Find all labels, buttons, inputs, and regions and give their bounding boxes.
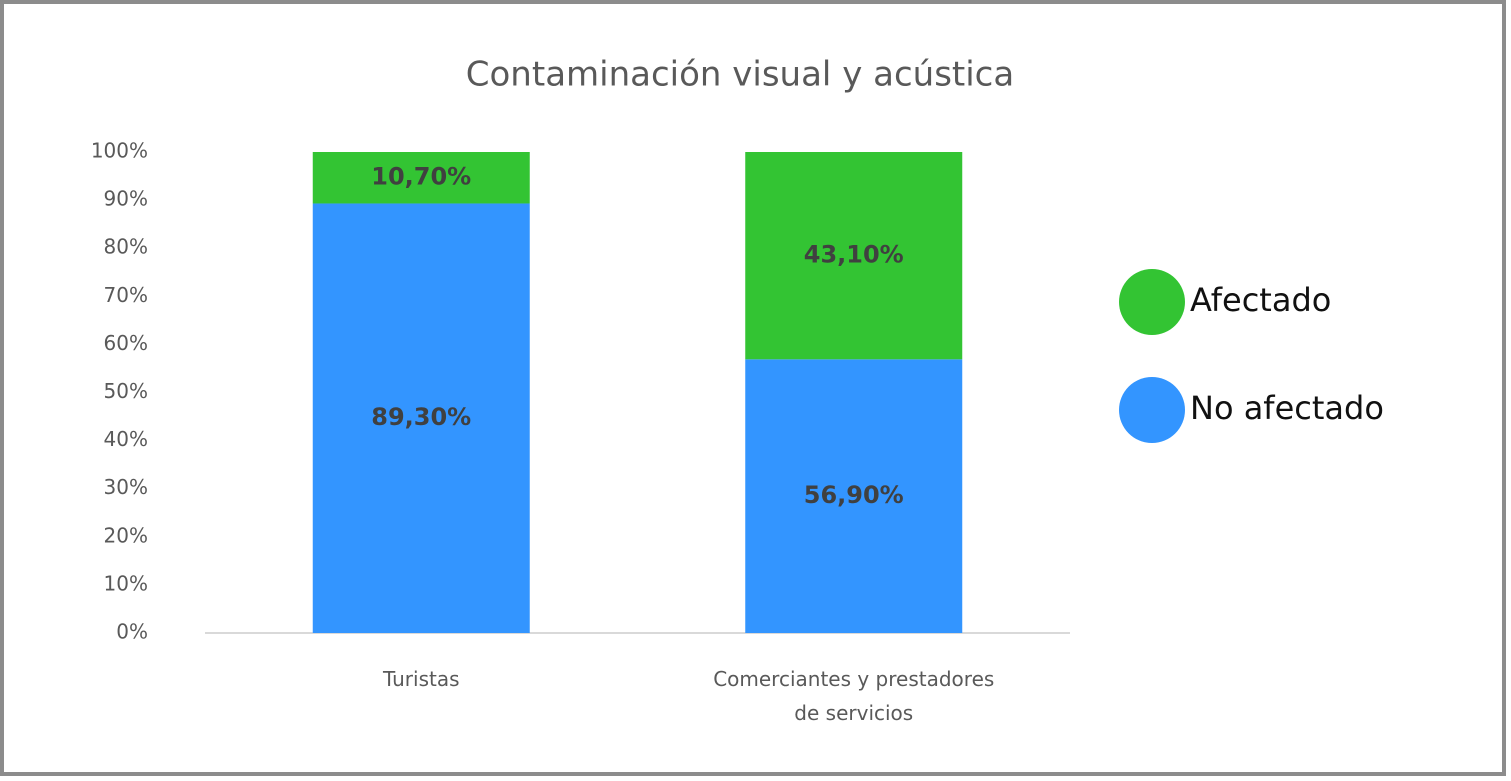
bar-segment xyxy=(745,359,963,633)
y-tick-label: 60% xyxy=(104,331,148,355)
y-tick-label: 50% xyxy=(104,379,148,403)
y-tick-label: 100% xyxy=(91,139,148,163)
legend-marker xyxy=(1119,269,1185,335)
x-tick-label: Turistas xyxy=(382,667,460,691)
y-tick-label: 70% xyxy=(104,283,148,307)
y-tick-label: 40% xyxy=(104,427,148,451)
y-tick-label: 80% xyxy=(104,235,148,259)
data-label: 56,90% xyxy=(804,481,904,509)
data-label: 43,10% xyxy=(804,241,904,269)
data-label: 89,30% xyxy=(371,403,471,431)
y-tick-label: 90% xyxy=(104,187,148,211)
legend-marker xyxy=(1119,377,1185,443)
y-tick-label: 0% xyxy=(116,620,148,644)
bar-segment xyxy=(745,152,963,360)
y-tick-label: 30% xyxy=(104,475,148,499)
y-tick-label: 10% xyxy=(104,571,148,595)
bar-segment xyxy=(312,203,530,634)
bar-segment xyxy=(312,152,530,204)
legend-label: Afectado xyxy=(1190,281,1331,319)
x-tick-label: Comerciantes y prestadores de servicios xyxy=(713,667,995,725)
legend-label: No afectado xyxy=(1190,389,1384,427)
chart-title: Contaminación visual y acústica xyxy=(466,55,1014,95)
data-label: 10,70% xyxy=(371,163,471,191)
y-tick-label: 20% xyxy=(104,523,148,547)
